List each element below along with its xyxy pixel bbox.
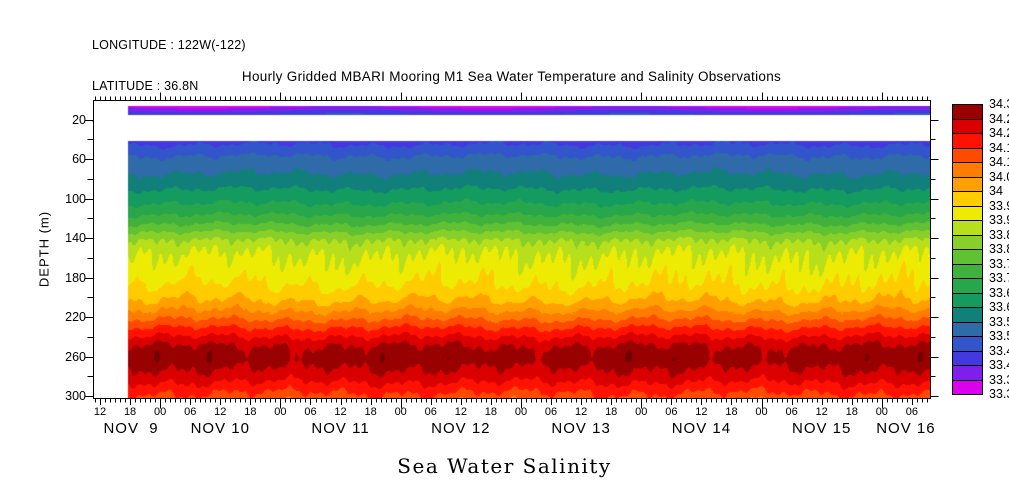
plot-frame — [93, 100, 931, 399]
x-hour-label: 06 — [785, 406, 798, 418]
colorbar-tick-label: 33.3 — [989, 387, 1009, 401]
y-tick-label: 260 — [65, 349, 86, 364]
x-hour-label: 18 — [725, 406, 738, 418]
x-hour-label: 06 — [544, 406, 558, 418]
x-hour-label: 00 — [154, 406, 167, 418]
colorbar-tick-label: 34.1 — [989, 155, 1009, 169]
colorbar-tick-label: 34 — [989, 184, 1003, 198]
colorbar-tick-label: 33.7 — [989, 271, 1009, 285]
colorbar-swatch — [952, 336, 983, 352]
salinity-contour-field — [93, 100, 930, 398]
figure-caption: Sea Water Salinity — [397, 454, 612, 478]
colorbar-tick-label: 33.75 — [989, 256, 1009, 271]
x-hour-label: 12 — [454, 406, 467, 418]
colorbar-swatch — [952, 133, 983, 149]
y-tick-label: 100 — [65, 191, 86, 206]
colorbar-tick-label: 33.45 — [989, 343, 1009, 358]
latitude-label: LATITUDE : 36.8N — [92, 78, 199, 93]
colorbar-swatch — [952, 379, 983, 395]
colorbar-tick-label: 33.9 — [989, 213, 1009, 227]
x-hour-label: 12 — [214, 406, 227, 418]
x-date-label: NOV 16 — [876, 420, 936, 437]
colorbar-tick-label: 34.15 — [989, 140, 1009, 155]
colorbar-swatch — [952, 118, 983, 134]
x-hour-label: 12 — [815, 406, 828, 418]
y-tick-label: 220 — [65, 310, 86, 325]
colorbar-swatch — [952, 191, 983, 207]
colorbar-swatch — [952, 263, 983, 279]
colorbar-tick-label: 34.3 — [989, 97, 1009, 111]
y-tick-label: 60 — [72, 152, 86, 167]
colorbar-swatch — [952, 220, 983, 236]
x-hour-label: 18 — [845, 406, 858, 418]
colorbar-swatch — [952, 278, 983, 294]
colorbar-swatch — [952, 321, 983, 337]
colorbar-tick-label: 34.05 — [989, 169, 1009, 184]
x-hour-label: 12 — [574, 406, 588, 418]
colorbar-swatch — [952, 365, 983, 381]
x-hour-label: 00 — [394, 406, 407, 418]
x-hour-label: 06 — [184, 406, 197, 418]
colorbar-swatch — [952, 205, 983, 221]
x-hour-label: 12 — [695, 406, 708, 418]
colorbar-swatch — [952, 176, 983, 192]
colorbar-tick-label: 33.5 — [989, 329, 1009, 343]
colorbar-tick-label: 33.35 — [989, 372, 1009, 387]
colorbar-tick-label: 33.85 — [989, 227, 1009, 242]
x-hour-label: 00 — [274, 406, 287, 418]
x-date-label: NOV 11 — [311, 420, 370, 437]
x-hour-label: 18 — [605, 406, 618, 418]
x-date-label: NOV 13 — [551, 420, 611, 437]
colorbar-swatch — [952, 307, 983, 323]
colorbar-swatch — [952, 234, 983, 250]
x-hour-label: 18 — [244, 406, 257, 418]
colorbar-swatch — [952, 292, 983, 308]
x-hour-label: 18 — [123, 406, 137, 418]
x-hour-label: 06 — [304, 406, 317, 418]
colorbar-tick-label: 33.65 — [989, 285, 1009, 300]
colorbar-tick-label: 33.4 — [989, 358, 1009, 372]
x-hour-label: 06 — [665, 406, 678, 418]
x-hour-label: 00 — [875, 406, 888, 418]
x-hour-label: 00 — [635, 406, 648, 418]
x-date-label: NOV 10 — [190, 420, 250, 437]
x-date-label: NOV 15 — [791, 420, 852, 437]
y-tick-label: 140 — [65, 231, 86, 246]
colorbar-tick-label: 33.6 — [989, 300, 1009, 314]
x-hour-label: 06 — [905, 406, 918, 418]
colorbar-tick-label: 33.95 — [989, 198, 1009, 213]
x-hour-label: 12 — [334, 406, 347, 418]
x-date-label: NOV 14 — [671, 420, 732, 437]
colorbar-tick-label: 34.2 — [989, 126, 1009, 140]
x-hour-label: 00 — [514, 406, 528, 418]
colorbar-swatch — [952, 162, 983, 178]
colorbar-swatch — [952, 249, 983, 265]
x-date-label: NOV 12 — [431, 420, 491, 437]
colorbar-tick-label: 33.8 — [989, 242, 1009, 256]
colorbar-tick-label: 34.25 — [989, 111, 1009, 126]
y-tick-label: 180 — [65, 270, 86, 285]
colorbar-tick-label: 33.55 — [989, 314, 1009, 329]
colorbar-swatch — [952, 147, 983, 163]
plot-title: Hourly Gridded MBARI Mooring M1 Sea Wate… — [241, 69, 782, 84]
x-date-label: NOV 9 — [103, 420, 159, 437]
x-hour-label: 12 — [93, 406, 107, 418]
x-hour-label: 18 — [484, 406, 498, 418]
y-tick-label: 20 — [72, 112, 86, 127]
x-hour-label: 18 — [364, 406, 377, 418]
colorbar-swatch — [952, 350, 983, 366]
colorbar-swatch — [952, 104, 983, 120]
longitude-label: LONGITUDE : 122W(-122) — [92, 38, 246, 52]
y-tick-label: 300 — [65, 389, 86, 404]
x-hour-label: 00 — [755, 406, 768, 418]
x-hour-label: 06 — [424, 406, 437, 418]
